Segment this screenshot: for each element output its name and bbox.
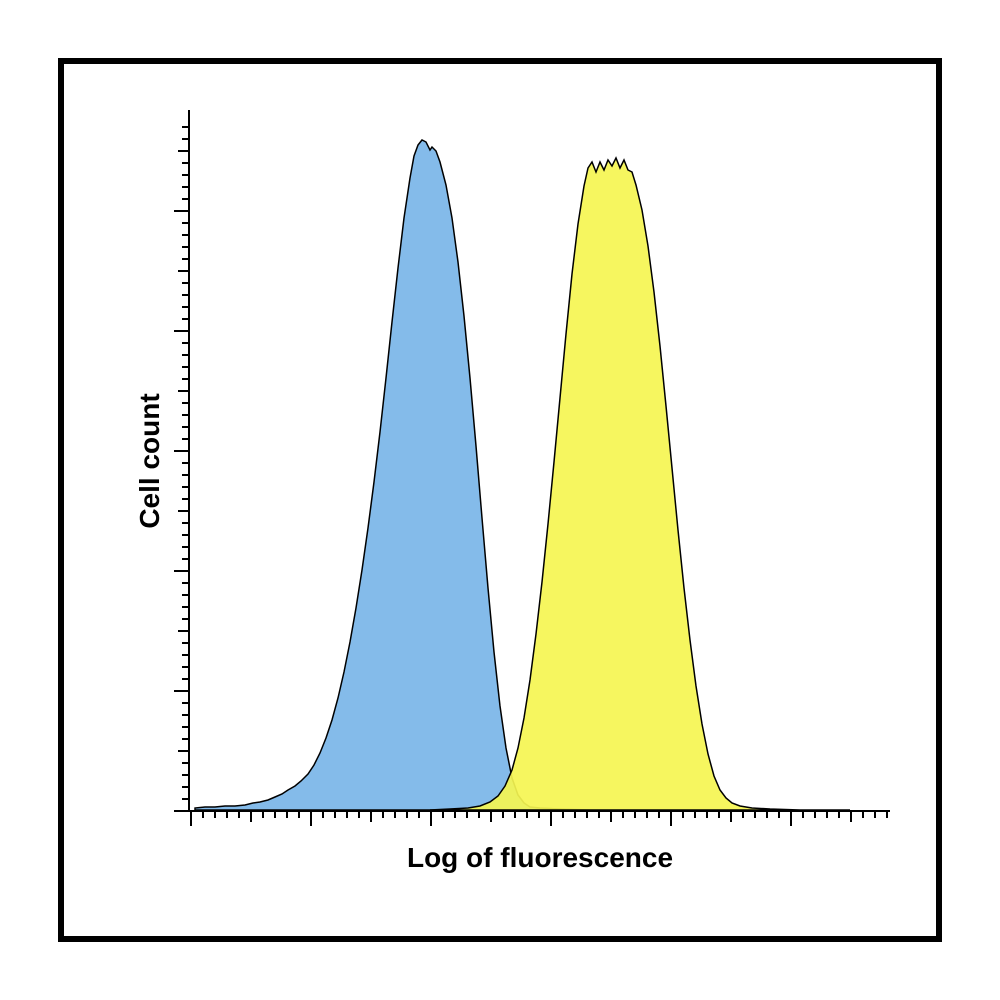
x-axis-label: Log of fluorescence — [390, 842, 690, 874]
y-axis-label: Cell count — [134, 381, 166, 541]
